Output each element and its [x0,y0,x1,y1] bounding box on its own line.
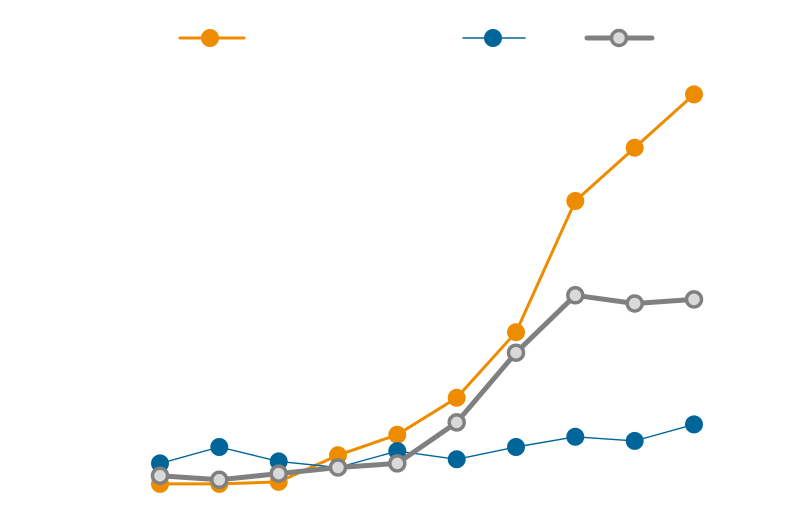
series-3-point [388,454,407,473]
series-2-point [685,415,703,434]
series-1-point [447,388,466,407]
series-2-point [507,438,525,456]
plot-area [150,85,704,493]
series-2 [151,415,703,477]
series-2-point [210,438,229,456]
legend-item-2 [462,29,526,47]
series-3-point [328,458,348,477]
series-2-point [566,427,585,446]
series-1-point [625,138,644,157]
legend-marker-2 [484,29,502,47]
series-3-point [210,470,229,490]
legend [178,28,655,48]
series-3-point [150,466,170,485]
legend-marker-1 [201,29,219,47]
legend-item-3 [584,28,655,48]
series-1-line [158,92,696,486]
series-3 [150,286,704,490]
series-3-line [157,292,697,483]
series-1 [151,85,703,493]
series-3-point [506,343,526,362]
series-1-point [566,192,585,210]
series-2-line [159,423,695,469]
series-3-point [625,294,644,313]
series-3-point [566,286,585,305]
series-1-point [685,85,703,104]
series-2-point [447,450,466,469]
series-3-point [684,290,704,309]
series-1-point [507,323,525,342]
series-3-point [269,464,288,483]
series-2-point [625,431,644,450]
series-1-point [388,425,407,444]
legend-item-1 [178,29,246,47]
legend-marker-3 [609,28,629,48]
series-3-point [447,413,466,432]
